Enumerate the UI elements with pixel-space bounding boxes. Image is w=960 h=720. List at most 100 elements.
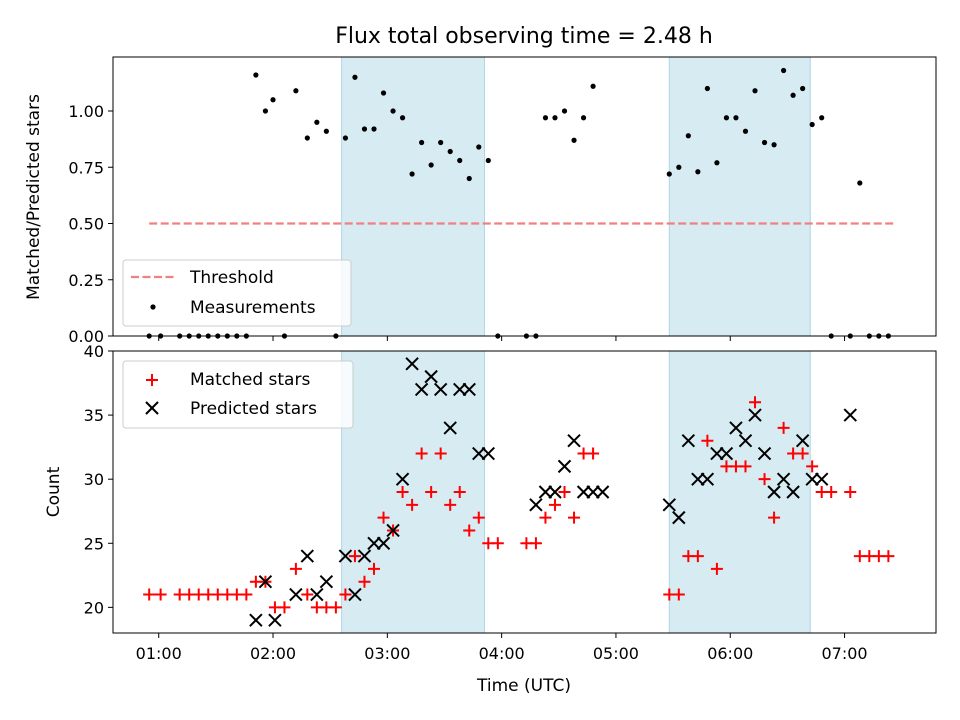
top-y-tick-label: 0.25: [68, 271, 104, 290]
matched-star-point: [358, 575, 371, 588]
predicted-star-point: [738, 434, 753, 448]
measurement-point: [419, 139, 425, 146]
measurement-point: [857, 180, 863, 186]
measurement-point: [390, 108, 396, 114]
top-y-tick-label: 0.50: [68, 215, 104, 234]
bottom-y-tick-label: 30: [84, 470, 104, 489]
measurement-point: [293, 88, 299, 94]
x-axis-label: Time (UTC): [476, 676, 571, 696]
top-legend-box: [122, 259, 352, 327]
x-tick-label: 01:00: [136, 644, 182, 663]
predicted-star-point: [395, 472, 410, 486]
matched-star-point: [377, 511, 390, 524]
top-y-tick-label: 1.00: [68, 102, 104, 121]
measurement-point: [270, 97, 276, 103]
matched-star-point: [339, 588, 352, 601]
measurement-point: [342, 135, 349, 141]
matched-star-point: [425, 486, 438, 498]
x-tick-label: 05:00: [593, 644, 639, 663]
matched-star-point: [396, 486, 409, 498]
predicted-star-point: [548, 485, 562, 499]
measurement-point: [723, 115, 730, 121]
matched-star-point: [453, 486, 466, 498]
measurement-point: [457, 157, 463, 164]
bottom-y-tick-label: 35: [84, 406, 104, 425]
measurement-point: [780, 67, 787, 74]
predicted-star-point: [700, 472, 715, 486]
measurement-point: [809, 121, 815, 128]
measurement-point: [695, 169, 701, 175]
x-tick-label: 02:00: [250, 644, 296, 663]
measurement-point: [666, 171, 672, 177]
matched-star-point: [463, 524, 476, 537]
chart-title: Flux total observing time = 2.48 h: [335, 24, 713, 49]
measurement-point: [371, 126, 377, 132]
measurement-point: [466, 175, 472, 182]
matched-star-point: [348, 550, 361, 563]
matched-star-point: [768, 511, 781, 524]
measurement-point: [561, 108, 568, 114]
measurement-point: [552, 115, 558, 121]
measurement-point: [361, 126, 368, 132]
legend-measurements-marker: [150, 304, 156, 310]
x-tick-label: 04:00: [479, 644, 525, 663]
measurement-point: [262, 108, 269, 114]
predicted-star-point: [662, 498, 676, 512]
predicted-star-point: [576, 485, 591, 499]
legend-threshold-label: Threshold: [189, 268, 274, 288]
predicted-star-point: [557, 459, 572, 474]
top-axes-frame: [112, 56, 937, 337]
predicted-star-point: [348, 587, 362, 602]
bottom-y-axis-label: Count: [44, 466, 64, 517]
predicted-star-point: [319, 575, 334, 589]
predicted-star-point: [795, 434, 810, 448]
x-tick-label: 06:00: [707, 644, 753, 663]
measurement-point: [771, 142, 777, 148]
measurement-point: [304, 135, 310, 141]
bottom-axis-ticks: 20 25 30 35 40 01:00 02:00 03:00 04:00 05:00 06:00…: [84, 342, 868, 663]
top-y-axis-label: Matched/Predicted stars: [24, 94, 44, 300]
predicted-star-point: [433, 382, 448, 397]
predicted-star-point: [300, 549, 315, 563]
bottom-axes-frame: [112, 350, 937, 634]
measurement-point: [485, 157, 491, 164]
measurement-point: [399, 115, 406, 121]
top-shaded-interval: [668, 56, 811, 337]
predicted-star-point: [586, 485, 600, 499]
matched-star-point: [406, 498, 419, 511]
predicted-star-point: [472, 446, 486, 461]
predicted-star-point: [767, 485, 781, 499]
bottom-y-tick-label: 25: [84, 534, 104, 553]
legend-matched-label: Matched stars: [190, 370, 310, 390]
matched-star-point: [154, 588, 167, 601]
predicted-star-point: [414, 382, 429, 397]
matched-star-point: [777, 421, 790, 434]
matched-star-point: [301, 588, 314, 601]
matched-star-point: [539, 511, 552, 524]
matched-star-point: [143, 588, 156, 601]
legend-predicted-marker: [145, 401, 159, 415]
legend-measurements-label: Measurements: [190, 298, 316, 318]
predicted-star-point: [843, 408, 857, 422]
bottom-y-tick-label: 40: [84, 342, 104, 361]
predicted-star-point: [786, 485, 800, 499]
measurement-point: [819, 115, 825, 121]
measurement-point: [752, 88, 758, 94]
predicted-star-point: [376, 536, 391, 550]
measurement-point: [590, 83, 596, 89]
matched-star-point: [548, 498, 561, 511]
predicted-star-point: [595, 485, 610, 499]
matched-star-point: [472, 511, 485, 524]
top-shaded-interval: [341, 56, 485, 337]
matched-star-point: [444, 498, 457, 511]
predicted-star-point: [338, 549, 353, 563]
top-y-tick-label: 0.75: [68, 158, 104, 177]
bottom-shaded-interval: [668, 350, 811, 634]
measurement-point: [714, 160, 720, 166]
measurement-point: [428, 162, 434, 168]
predicted-star-point: [710, 446, 724, 461]
matched-star-point: [749, 396, 762, 409]
predicted-star-point: [357, 549, 372, 563]
predicted-star-point: [538, 485, 553, 499]
